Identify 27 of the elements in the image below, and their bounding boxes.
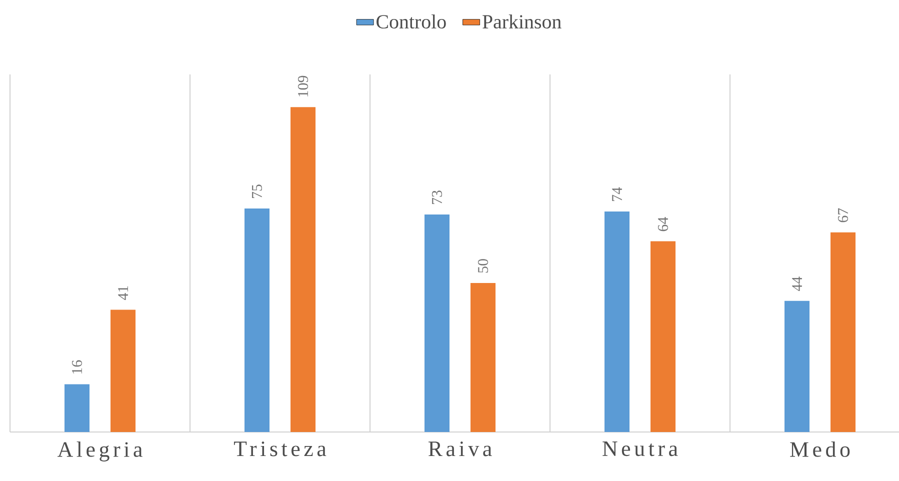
bar [604,211,630,432]
legend-label: Parkinson [482,14,562,29]
bar [650,241,676,432]
data-label: 64 [658,217,668,232]
x-tick-label: Tristeza [234,442,326,456]
data-label: 16 [72,360,82,374]
x-tick-label: Neutra [602,441,678,456]
bar [424,214,450,432]
x-tick-label: Medo [790,442,850,457]
data-label: 44 [792,276,802,292]
data-label: 75 [252,184,262,198]
data-label: 109 [298,76,308,96]
bar [64,384,90,432]
legend-label: Controlo [376,14,446,29]
bar [784,300,810,432]
x-tick-label: Alegria [58,442,142,462]
data-label: 41 [118,286,128,300]
data-label: 67 [838,208,848,222]
data-label: 73 [432,190,442,204]
bar [290,107,316,432]
data-label: 50 [478,259,488,273]
x-tick-label: Raiva [428,442,492,456]
data-label: 74 [612,187,622,201]
bar [110,310,136,432]
bar [830,232,856,432]
bar [470,282,496,432]
bar [244,208,270,432]
